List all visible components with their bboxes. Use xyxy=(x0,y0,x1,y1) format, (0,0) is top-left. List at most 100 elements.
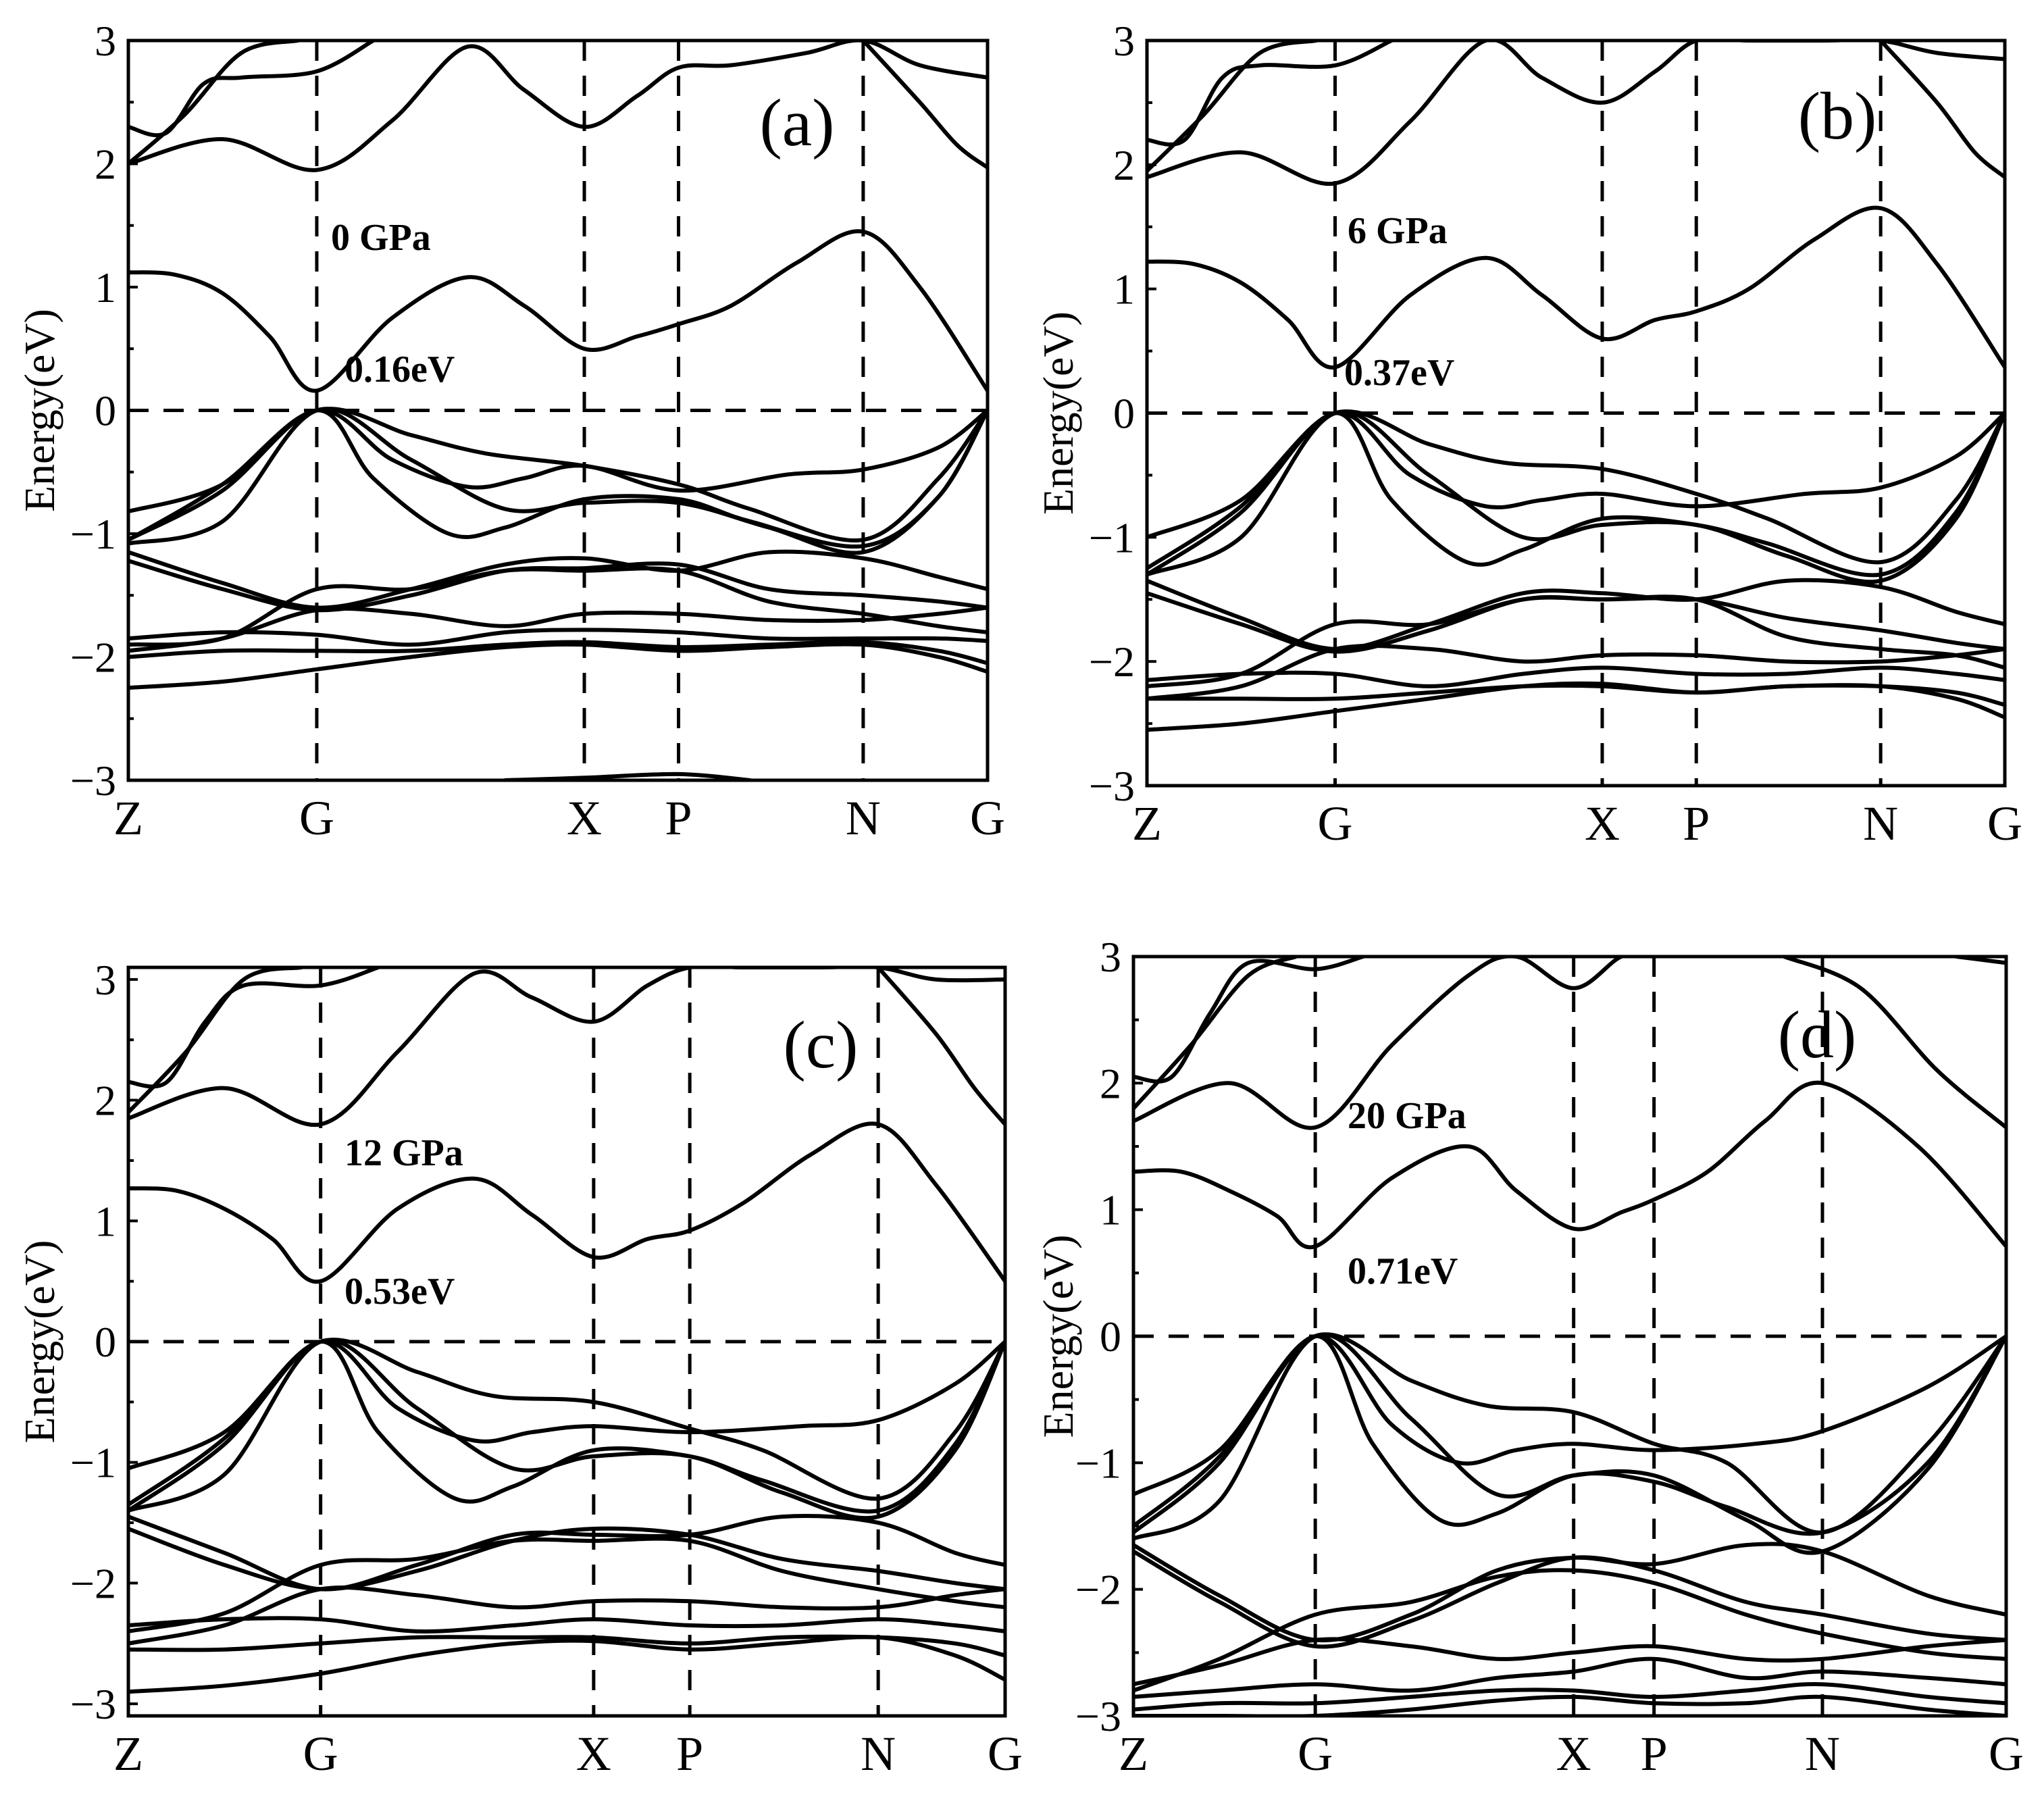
band-line-vb8 xyxy=(1147,594,2005,688)
band-line-cb3 xyxy=(128,41,376,138)
kpoint-label: N xyxy=(1863,796,1898,851)
band-line-vb1 xyxy=(1133,1332,2006,1535)
band-line-vb11 xyxy=(1147,681,2005,732)
panel-a: 3 2 1 0 −1 −2 −3 Energy(eV) Z G X P N G (a) 0 GPa 0.16eV xyxy=(16,17,1005,845)
band-line-vb5 xyxy=(1147,578,2005,651)
kpoint-label: G xyxy=(1989,1727,2024,1781)
kpoint-label: Z xyxy=(1119,1727,1148,1781)
y-tick-label: −2 xyxy=(70,1559,116,1607)
band-line-vb1 xyxy=(128,1338,1005,1501)
kpoint-label: P xyxy=(676,1727,703,1781)
band-line-cb3 xyxy=(1147,41,1394,147)
y-tick-label: 0 xyxy=(95,387,116,435)
y-tick-label: −3 xyxy=(70,1680,116,1728)
band-line-vb6 xyxy=(1147,591,2005,654)
kpoint-label: X xyxy=(1556,1727,1591,1781)
kpoint-label: X xyxy=(1585,796,1620,851)
band-line-cb3 xyxy=(128,967,380,1089)
pressure-label: 12 GPa xyxy=(344,1132,463,1174)
kpoint-label: G xyxy=(1318,796,1353,851)
y-tick-label: 2 xyxy=(95,1077,116,1125)
kpoint-label: Z xyxy=(1132,796,1162,851)
band-line-cb3 xyxy=(1133,957,1365,1084)
band-line-cb1 xyxy=(128,229,988,393)
band-line-cb2 xyxy=(128,967,1005,1127)
band-line-vb2 xyxy=(128,408,988,542)
y-tick-label: 1 xyxy=(95,263,116,311)
band-line-vb9 xyxy=(1147,665,2005,688)
band-gap-label: 0.53eV xyxy=(344,1271,455,1313)
band-line-vb3 xyxy=(1133,1334,2006,1536)
y-tick-label: −3 xyxy=(1075,1692,1121,1740)
y-tick-label: 3 xyxy=(1100,933,1121,981)
band-line-cb4 xyxy=(128,41,301,166)
band-line-vb11 xyxy=(1133,1694,2006,1716)
panel-label: (c) xyxy=(784,1007,859,1082)
y-tick-label: 3 xyxy=(1113,17,1135,65)
kpoint-label: Z xyxy=(113,791,143,845)
pressure-label: 6 GPa xyxy=(1348,210,1448,252)
plot-frame xyxy=(1131,955,2008,1718)
kpoint-label: N xyxy=(1805,1727,1840,1781)
band-line-vb6 xyxy=(128,1526,1005,1592)
kpoint-label: P xyxy=(1683,796,1710,851)
band-line-cb2 xyxy=(1147,41,2005,186)
band-line-vb1 xyxy=(128,407,988,543)
y-tick-label: 1 xyxy=(95,1197,116,1245)
band-line-vb11 xyxy=(128,1635,1005,1694)
plot-frame xyxy=(1145,39,2007,788)
band-line-vb10 xyxy=(128,640,988,665)
band-line-vb4 xyxy=(1133,1332,2006,1555)
band-line-vb7 xyxy=(1147,643,2005,701)
y-tick-label: −1 xyxy=(1075,1439,1121,1487)
y-tick-label: 0 xyxy=(1100,1313,1121,1361)
y-tick-label: −2 xyxy=(1089,638,1135,686)
panel-b: 3 2 1 0 −1 −2 −3 Energy(eV) Z G X P N G (b) 6 GPa 0.37eV xyxy=(1034,17,2022,851)
band-gap-label: 0.37eV xyxy=(1344,352,1454,394)
kpoint-label: G xyxy=(970,791,1005,845)
band-gap-label: 0.16eV xyxy=(344,349,455,390)
panel-c: 3 2 1 0 −1 −2 −3 Energy(eV) Z G X P N G (c) 12 GPa 0.53e… xyxy=(16,956,1023,1781)
y-tick-label: 1 xyxy=(1100,1186,1121,1234)
pressure-label: 20 GPa xyxy=(1348,1095,1466,1137)
band-line-cb2 xyxy=(128,41,988,172)
band-line-vb9 xyxy=(1133,1656,2006,1699)
kpoint-label: G xyxy=(988,1727,1023,1781)
band-line-vb3 xyxy=(128,408,988,549)
kpoint-label: P xyxy=(665,791,692,845)
band-gap-label: 0.71eV xyxy=(1348,1250,1458,1292)
kpoint-label: N xyxy=(861,1727,896,1781)
y-tick-label: 2 xyxy=(95,141,116,188)
y-axis-label: Energy(eV) xyxy=(16,1240,63,1444)
kpoint-label: Z xyxy=(113,1727,143,1781)
band-line-cb1 xyxy=(1133,1080,2006,1250)
band-line-cb5 xyxy=(1879,41,2005,180)
band-line-vb8 xyxy=(128,566,988,647)
band-line-vb4 xyxy=(1147,409,2005,584)
band-line-vb7 xyxy=(1133,1637,2006,1687)
band-line-cb5 xyxy=(876,967,1005,1127)
y-tick-label: 3 xyxy=(95,17,116,65)
plot-frame xyxy=(126,965,1007,1718)
band-line-vb4 xyxy=(128,407,988,555)
y-tick-label: 2 xyxy=(1113,141,1135,189)
y-tick-label: −1 xyxy=(70,1439,116,1487)
bands-group xyxy=(1147,41,2005,732)
kpoint-label: X xyxy=(567,791,602,845)
kpoint-label: G xyxy=(299,791,334,845)
band-line-vb4 xyxy=(128,1338,1005,1521)
panel-label: (a) xyxy=(760,85,835,160)
kpoint-label: G xyxy=(303,1727,338,1781)
y-tick-label: 2 xyxy=(1100,1059,1121,1107)
y-axis-label: Energy(eV) xyxy=(1034,311,1082,515)
band-line-cb4 xyxy=(1147,41,1319,173)
band-line-cb2 xyxy=(1133,957,1656,1130)
band-line-vb10 xyxy=(1133,1681,2006,1712)
pressure-label: 0 GPa xyxy=(331,217,431,259)
y-tick-label: −3 xyxy=(1089,762,1135,810)
plot-frame xyxy=(126,39,990,782)
band-line-cb1 xyxy=(128,1121,1005,1284)
y-tick-label: −3 xyxy=(70,757,116,805)
kpoint-label: X xyxy=(576,1727,611,1781)
